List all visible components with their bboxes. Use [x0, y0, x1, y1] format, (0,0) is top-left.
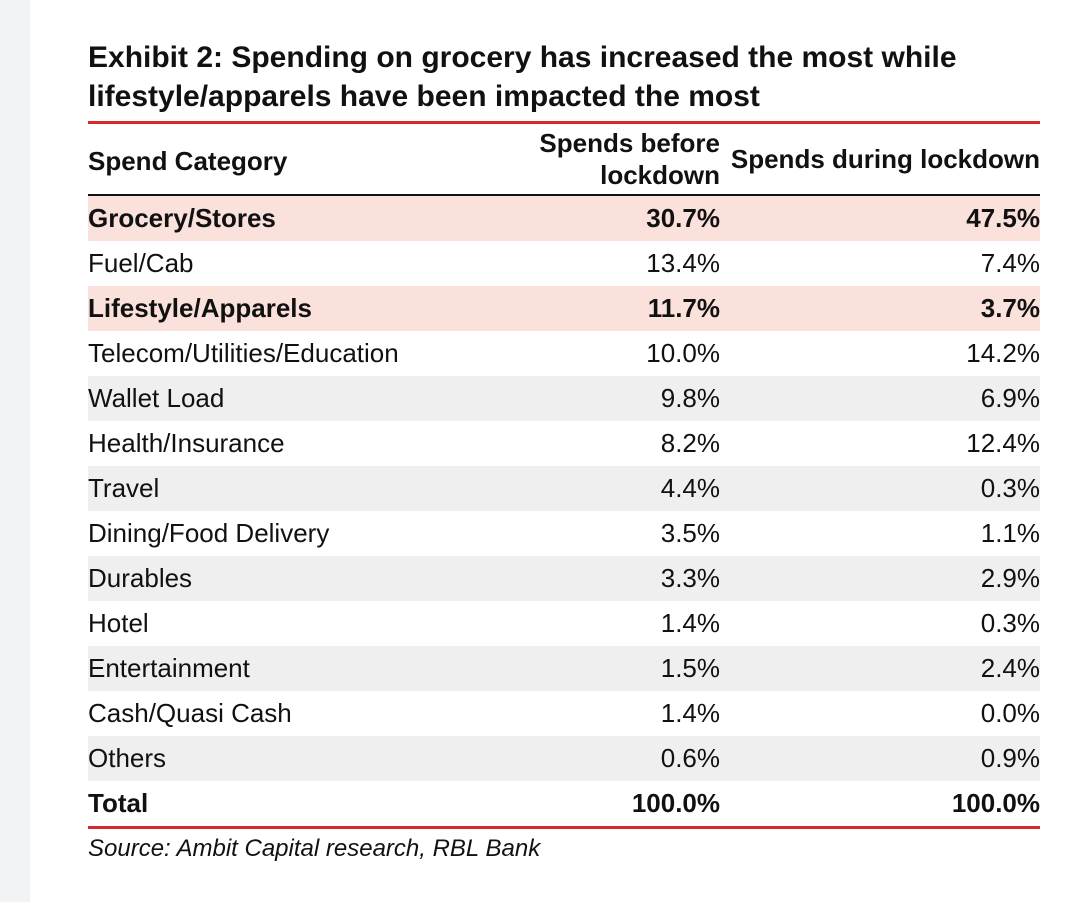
cell-category: Others [88, 736, 520, 781]
table-row: Grocery/Stores 30.7% 47.5% [88, 195, 1040, 241]
exhibit: Exhibit 2: Spending on grocery has incre… [88, 38, 1040, 863]
cell-total-label: Total [88, 781, 520, 826]
cell-during: 2.4% [720, 646, 1040, 691]
cell-category: Lifestyle/Apparels [88, 286, 520, 331]
cell-before: 4.4% [520, 466, 720, 511]
cell-category: Telecom/Utilities/Education [88, 331, 520, 376]
cell-category: Durables [88, 556, 520, 601]
cell-before: 1.5% [520, 646, 720, 691]
cell-during: 0.9% [720, 736, 1040, 781]
cell-during: 0.3% [720, 601, 1040, 646]
cell-before: 3.3% [520, 556, 720, 601]
table-body: Grocery/Stores 30.7% 47.5% Fuel/Cab 13.4% 7.4… [88, 195, 1040, 826]
cell-category: Health/Insurance [88, 421, 520, 466]
cell-before: 0.6% [520, 736, 720, 781]
cell-during: 7.4% [720, 241, 1040, 286]
header-category: Spend Category [88, 124, 520, 196]
spend-table: Spend Category Spends before lockdown Sp… [88, 124, 1040, 826]
header-before: Spends before lockdown [520, 124, 720, 196]
table-row: Health/Insurance 8.2% 12.4% [88, 421, 1040, 466]
title-rule [88, 121, 1040, 124]
cell-total-before: 100.0% [520, 781, 720, 826]
cell-before: 3.5% [520, 511, 720, 556]
cell-category: Entertainment [88, 646, 520, 691]
cell-before: 11.7% [520, 286, 720, 331]
cell-during: 2.9% [720, 556, 1040, 601]
cell-during: 1.1% [720, 511, 1040, 556]
exhibit-title: Exhibit 2: Spending on grocery has incre… [88, 41, 957, 113]
cell-before: 9.8% [520, 376, 720, 421]
cell-during: 12.4% [720, 421, 1040, 466]
table-row: Hotel 1.4% 0.3% [88, 601, 1040, 646]
table-row: Lifestyle/Apparels 11.7% 3.7% [88, 286, 1040, 331]
cell-category: Dining/Food Delivery [88, 511, 520, 556]
table-row: Others 0.6% 0.9% [88, 736, 1040, 781]
cell-during: 0.3% [720, 466, 1040, 511]
cell-category: Hotel [88, 601, 520, 646]
table-row: Cash/Quasi Cash 1.4% 0.0% [88, 691, 1040, 736]
source-note: Source: Ambit Capital research, RBL Bank [88, 835, 541, 862]
header-row: Spend Category Spends before lockdown Sp… [88, 124, 1040, 196]
cell-during: 0.0% [720, 691, 1040, 736]
cell-before: 10.0% [520, 331, 720, 376]
header-during: Spends during lockdown [720, 124, 1040, 196]
cell-during: 6.9% [720, 376, 1040, 421]
cell-category: Fuel/Cab [88, 241, 520, 286]
table-row: Wallet Load 9.8% 6.9% [88, 376, 1040, 421]
cell-total-during: 100.0% [720, 781, 1040, 826]
cell-before: 1.4% [520, 691, 720, 736]
table-row: Dining/Food Delivery 3.5% 1.1% [88, 511, 1040, 556]
total-row: Total 100.0% 100.0% [88, 781, 1040, 826]
cell-during: 14.2% [720, 331, 1040, 376]
cell-during: 47.5% [720, 195, 1040, 241]
cell-category: Cash/Quasi Cash [88, 691, 520, 736]
cell-category: Wallet Load [88, 376, 520, 421]
cell-before: 13.4% [520, 241, 720, 286]
table-row: Fuel/Cab 13.4% 7.4% [88, 241, 1040, 286]
bottom-rule [88, 826, 1040, 829]
table-row: Travel 4.4% 0.3% [88, 466, 1040, 511]
table-row: Durables 3.3% 2.9% [88, 556, 1040, 601]
cell-before: 1.4% [520, 601, 720, 646]
cell-before: 30.7% [520, 195, 720, 241]
cell-category: Grocery/Stores [88, 195, 520, 241]
cell-before: 8.2% [520, 421, 720, 466]
page-margin-strip [0, 0, 30, 902]
table-row: Entertainment 1.5% 2.4% [88, 646, 1040, 691]
cell-category: Travel [88, 466, 520, 511]
table-row: Telecom/Utilities/Education 10.0% 14.2% [88, 331, 1040, 376]
cell-during: 3.7% [720, 286, 1040, 331]
